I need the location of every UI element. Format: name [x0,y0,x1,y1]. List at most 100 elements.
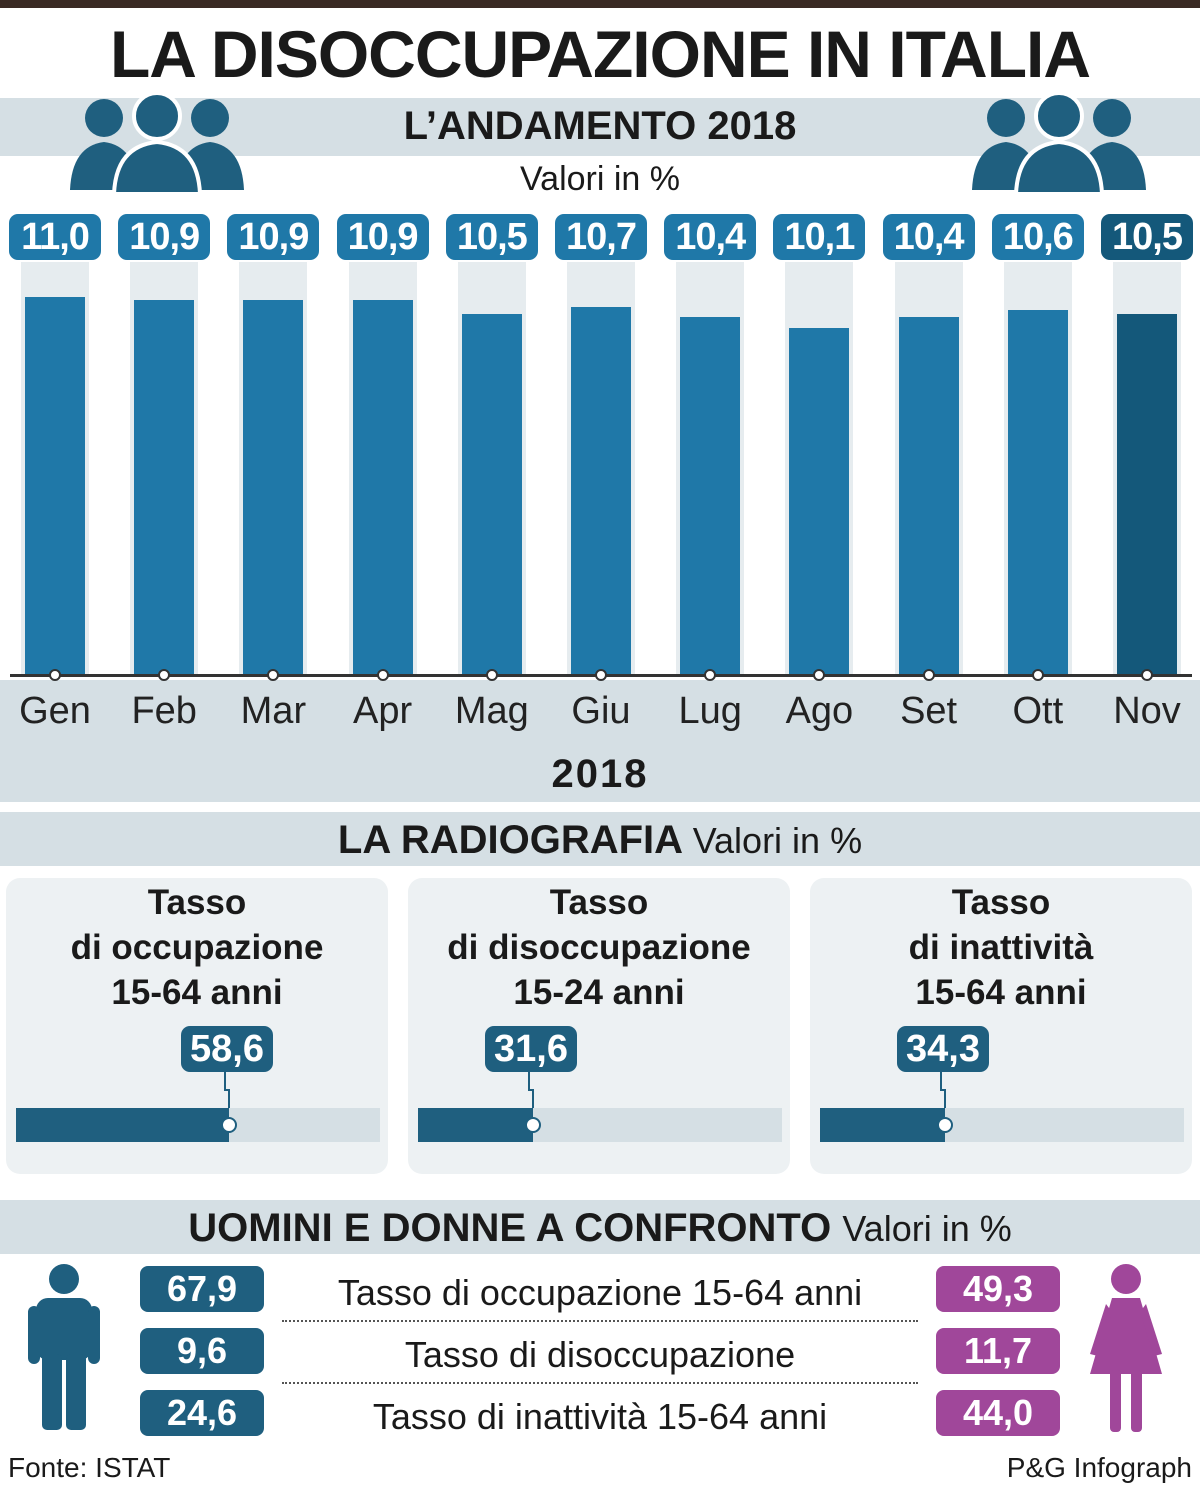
card-title: Tasso di inattività 15-64 anni [810,880,1192,1015]
comparison-row-label: Tasso di occupazione 15-64 anni [337,1272,863,1313]
woman-icon [1090,1264,1162,1432]
axis-tick-dot [485,669,498,681]
men-value-badge: 67,9 [140,1266,264,1312]
card-title-line: di inattività [908,928,1094,967]
card-value-badge: 34,3 [897,1026,989,1072]
confronto-header-band [0,1200,1200,1254]
progress-track [820,1108,1184,1142]
x-tick-label: Set [900,690,958,732]
progress-track [418,1108,782,1142]
card-title-line: Tasso [147,883,247,922]
value-label: 10,9 [227,214,320,260]
bar-mar [243,299,304,676]
confronto-title: UOMINI E DONNE A CONFRONTO [188,1206,832,1250]
bar-gen [25,296,85,676]
card-inattivita: Tasso di inattività 15-64 anni 34,3 [810,878,1192,1174]
women-value-badge: 49,3 [936,1266,1060,1312]
page-title: LA DISOCCUPAZIONE IN ITALIA [109,17,1091,91]
people-group-icon [972,91,1146,196]
axis-tick-dot [704,669,717,681]
x-tick-label: Giu [571,690,631,732]
progress-track [16,1108,380,1142]
row-divider [282,1382,918,1384]
value-label: 10,5 [445,214,538,260]
value-label: 10,5 [1101,214,1193,260]
women-value-badge: 44,0 [936,1390,1060,1436]
trend-unit: Valori in % [520,160,680,198]
x-tick-label: Nov [1113,690,1181,732]
x-tick-label: Ott [1012,690,1064,732]
year-label: 2018 [551,752,649,796]
axis-tick-dot [595,669,607,681]
progress-fill [16,1108,229,1142]
man-icon [28,1264,100,1430]
axis-tick-dot [1031,669,1044,681]
men-value-badge: 24,6 [140,1390,264,1436]
bar-mag [461,313,522,676]
bar-nov [1117,313,1177,676]
card-value-badge: 58,6 [181,1026,273,1072]
value-label: 10,9 [118,214,211,260]
value-label: 10,7 [555,214,647,260]
card-title-line: Tasso [951,883,1051,922]
bar-feb [134,299,195,676]
confronto-title-line: UOMINI E DONNE A CONFRONTO Valori in % [0,1206,1200,1251]
bar-apr [352,299,413,676]
source-label: Fonte: ISTAT [8,1452,171,1483]
comparison-row-label: Tasso di inattività 15-64 anni [372,1396,828,1437]
x-tick-label: Ago [785,690,854,732]
x-tick-label: Mar [240,690,307,732]
men-value-badge: 9,6 [140,1328,264,1374]
value-label: 10,1 [773,214,866,260]
radiografia-header-band [0,812,1200,866]
card-title-line: di occupazione [70,928,324,967]
bar-ago [789,327,850,676]
value-label: 11,0 [9,214,101,260]
axis-tick-dot [49,669,61,681]
people-group-icon [70,91,244,196]
x-tick-label: Apr [353,690,413,732]
card-title: Tasso di occupazione 15-64 anni [6,880,388,1015]
confronto-unit: Valori in % [842,1208,1012,1249]
x-tick-label: Feb [131,690,197,732]
card-title: Tasso di disoccupazione 15-24 anni [408,880,790,1015]
leader-line [224,1072,230,1110]
months-band [0,680,1200,802]
radiografia-unit: Valori in % [692,820,863,861]
radiografia-title: LA RADIOGRAFIA [337,818,682,862]
progress-fill [820,1108,945,1142]
card-disoccupazione: Tasso di disoccupazione 15-24 anni 31,6 [408,878,790,1174]
x-tick-label: Mag [454,690,529,732]
card-title-line: 15-64 anni [111,973,283,1012]
credit-label: P&G Infograph [1006,1452,1192,1483]
axis-tick-dot [813,669,826,681]
row-divider [282,1320,918,1322]
axis-tick-dot [267,669,280,681]
leader-line [528,1072,534,1110]
women-value-badge: 11,7 [936,1328,1060,1374]
axis-tick-dot [922,669,935,681]
value-label: 10,9 [336,214,429,260]
card-title-line: di disoccupazione [447,928,751,967]
progress-marker [525,1117,541,1133]
bar-ott [1007,310,1068,676]
top-rule [0,0,1200,8]
value-label: 10,6 [991,214,1084,260]
radiografia-title-line: LA RADIOGRAFIA Valori in % [0,818,1200,863]
axis-tick-dot [158,669,171,681]
trend-title: L’ANDAMENTO 2018 [403,104,797,148]
x-tick-label: Gen [19,690,91,732]
value-label: 10,4 [882,214,975,260]
bar-set [898,317,959,676]
axis-tick-dot [1141,669,1153,681]
card-title-line: Tasso [549,883,649,922]
value-label: 10,4 [664,214,757,260]
comparison-row-label: Tasso di disoccupazione [404,1334,796,1375]
progress-marker [221,1117,237,1133]
axis-tick-dot [376,669,389,681]
bar-giu [571,306,631,676]
card-title-line: 15-24 anni [513,973,685,1012]
bar-lug [680,317,741,676]
leader-line [940,1072,946,1110]
x-tick-label: Lug [678,690,742,732]
